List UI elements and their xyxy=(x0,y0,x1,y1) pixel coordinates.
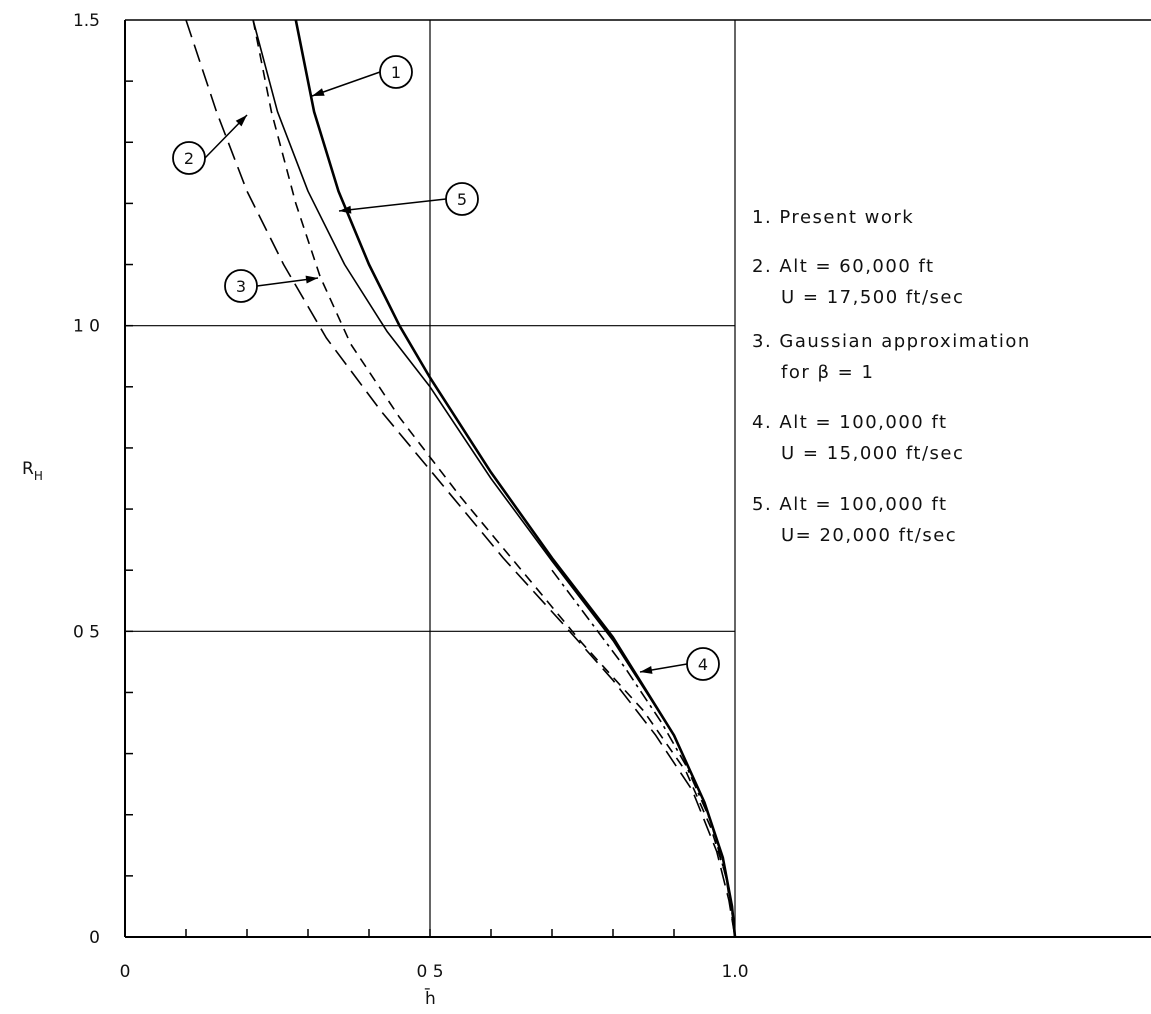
callout-arrowhead-2 xyxy=(235,115,247,127)
callout-circle-1 xyxy=(379,55,413,89)
callout-number-2: 2 xyxy=(184,149,194,168)
legend: 1. Present work 2. Alt = 60,000 ft U = 17,… xyxy=(752,207,1031,546)
callout-circle-2 xyxy=(172,141,206,175)
legend-entry-2-line-2: U = 17,500 ft/sec xyxy=(781,287,964,308)
legend-entry-3-line-2: for β = 1 xyxy=(781,362,874,383)
axes xyxy=(124,19,1151,938)
callout-leader-1 xyxy=(311,71,381,97)
series-line-1 xyxy=(294,19,737,938)
y-tick-label: 0 xyxy=(89,928,100,948)
callout-arrowhead-3 xyxy=(305,275,318,284)
y-axis-label-main: R xyxy=(22,459,34,479)
callout-number-1: 1 xyxy=(391,63,401,82)
series-line-3 xyxy=(185,19,736,938)
y-tick-label: 0 5 xyxy=(73,622,100,642)
legend-entry-4-line-2: U = 15,000 ft/sec xyxy=(781,443,964,464)
legend-entry-4-line-1: 4. Alt = 100,000 ft xyxy=(752,412,948,433)
minor-ticks xyxy=(125,80,675,937)
series-line-4 xyxy=(551,569,736,938)
y-tick-label: 1 0 xyxy=(73,317,100,337)
callout-circle-5 xyxy=(445,182,479,216)
x-tick-label: 0 xyxy=(120,962,131,982)
callout-circle-3 xyxy=(224,269,258,303)
callout-number-3: 3 xyxy=(236,277,246,296)
series-line-5 xyxy=(252,19,736,938)
callout-arrowhead-5 xyxy=(339,205,352,214)
x-tick-label: 0 5 xyxy=(416,962,443,982)
grid-lines xyxy=(125,20,736,937)
series-group xyxy=(185,19,737,938)
legend-entry-5-line-1: 5. Alt = 100,000 ft xyxy=(752,494,948,515)
callout-number-5: 5 xyxy=(457,190,467,209)
y-axis-label-sub: H xyxy=(34,469,43,483)
x-axis-label: h̄ xyxy=(425,987,436,1009)
callout-leader-5 xyxy=(338,198,447,212)
legend-entry-5-line-2: U= 20,000 ft/sec xyxy=(781,525,957,546)
tick-labels: 0 0 5 1.0 0 0 5 1 0 1.5 xyxy=(73,11,749,982)
callouts: 1 2 3 4 5 xyxy=(172,55,720,681)
y-axis-label: RH xyxy=(22,459,43,483)
y-tick-label: 1.5 xyxy=(73,11,100,31)
callout-arrowhead-1 xyxy=(312,88,325,96)
legend-entry-2-line-1: 2. Alt = 60,000 ft xyxy=(752,256,935,277)
x-tick-label: 1.0 xyxy=(721,962,748,982)
callout-circle-4 xyxy=(686,647,720,681)
callout-number-4: 4 xyxy=(698,655,708,674)
legend-entry-1-line-1: 1. Present work xyxy=(752,207,914,228)
legend-entry-3-line-1: 3. Gaussian approximation xyxy=(752,331,1031,352)
callout-arrowhead-4 xyxy=(640,666,653,674)
